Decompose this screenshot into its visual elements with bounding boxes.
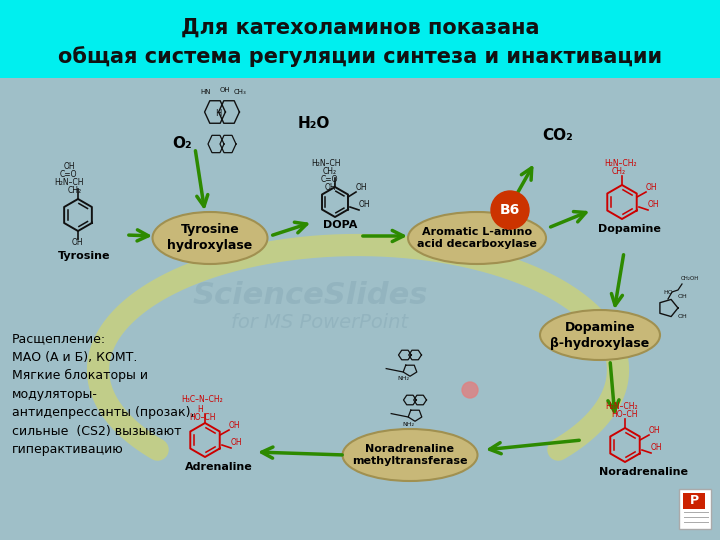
Text: OH: OH	[359, 200, 371, 209]
Text: Tyrosine: Tyrosine	[58, 251, 110, 261]
Text: H₂N–CH: H₂N–CH	[54, 178, 84, 187]
Ellipse shape	[343, 429, 477, 481]
Text: OH: OH	[229, 421, 240, 430]
Text: Adrenaline: Adrenaline	[185, 462, 253, 472]
Text: OH: OH	[646, 183, 657, 192]
Text: B6: B6	[500, 203, 520, 217]
Text: C=O: C=O	[321, 175, 338, 184]
Text: OH: OH	[72, 238, 84, 247]
Text: Noradrenaline: Noradrenaline	[599, 467, 688, 477]
Text: CH₂: CH₂	[68, 186, 82, 195]
Text: H₃C–N–CH₂: H₃C–N–CH₂	[181, 395, 222, 404]
Circle shape	[462, 382, 478, 398]
Text: общая система регуляции синтеза и инактивации: общая система регуляции синтеза и инакти…	[58, 46, 662, 67]
Text: OH: OH	[678, 314, 688, 319]
Text: Aromatic L-amino
acid decarboxylase: Aromatic L-amino acid decarboxylase	[417, 227, 537, 249]
Circle shape	[491, 191, 529, 229]
Text: H₂N–CH₂: H₂N–CH₂	[604, 159, 636, 168]
Text: CH₃: CH₃	[234, 89, 247, 95]
Text: HN: HN	[200, 89, 210, 95]
Text: H: H	[215, 110, 221, 118]
Text: C=O: C=O	[60, 170, 78, 179]
Text: OH: OH	[648, 200, 660, 209]
Text: HO–CH: HO–CH	[611, 410, 637, 419]
Text: OH: OH	[356, 183, 368, 192]
Text: NH₂: NH₂	[402, 422, 414, 427]
Text: ScienceSlides: ScienceSlides	[192, 280, 428, 309]
Text: OH: OH	[649, 426, 661, 435]
Text: HO: HO	[663, 290, 672, 295]
Ellipse shape	[408, 212, 546, 264]
Text: OH: OH	[231, 438, 243, 447]
Text: Dopamine
β-hydroxylase: Dopamine β-hydroxylase	[550, 321, 649, 349]
Text: OH: OH	[64, 162, 76, 171]
Text: for MS PowerPoint: for MS PowerPoint	[231, 313, 408, 332]
Text: P: P	[690, 495, 698, 508]
FancyBboxPatch shape	[683, 493, 705, 509]
Ellipse shape	[153, 212, 268, 264]
Text: H₂N–CH₂: H₂N–CH₂	[605, 402, 638, 411]
Text: Расщепление:
МАО (А и Б), КОМТ.
Мягкие блокаторы и
модуляторы-
антидепрессанты (: Расщепление: МАО (А и Б), КОМТ. Мягкие б…	[12, 332, 194, 456]
Text: CH₂: CH₂	[612, 167, 626, 176]
Text: H₂N–CH: H₂N–CH	[311, 159, 341, 168]
Text: OH: OH	[678, 294, 688, 299]
Text: OH: OH	[325, 183, 337, 192]
Text: O₂: O₂	[172, 136, 192, 151]
FancyBboxPatch shape	[679, 489, 711, 529]
FancyBboxPatch shape	[0, 0, 720, 78]
Text: HO–CH: HO–CH	[189, 413, 215, 422]
Text: Dopamine: Dopamine	[598, 224, 661, 234]
Text: Tyrosine
hydroxylase: Tyrosine hydroxylase	[167, 224, 253, 253]
Text: CH₂: CH₂	[323, 167, 337, 176]
Text: Для катехоламинов показана: Для катехоламинов показана	[181, 18, 539, 38]
Text: CH₂OH: CH₂OH	[681, 276, 699, 281]
Text: H₂O: H₂O	[298, 116, 330, 131]
Text: DOPA: DOPA	[323, 220, 357, 230]
Text: OH: OH	[220, 87, 230, 93]
Ellipse shape	[540, 310, 660, 360]
Text: OH: OH	[651, 443, 662, 452]
Text: Noradrenaline
methyltransferase: Noradrenaline methyltransferase	[352, 444, 468, 466]
Text: CO₂: CO₂	[542, 128, 572, 143]
Text: H: H	[197, 405, 203, 414]
Text: NH₂: NH₂	[397, 376, 409, 381]
